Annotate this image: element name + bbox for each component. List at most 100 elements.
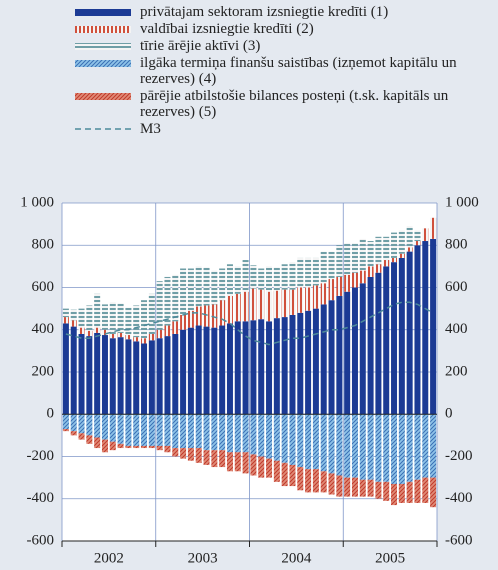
bar-segment [78,433,85,440]
bar-segment [430,414,437,478]
bar-segment [250,288,257,321]
y-tick-label: -600 [27,532,55,548]
bar-segment [406,414,413,482]
bar-segment [133,414,140,446]
bar-segment [211,414,218,451]
legend-label: M3 [140,121,161,137]
bar-segment [164,336,171,415]
bar-segment [172,274,179,322]
y2-tick-label: -600 [445,532,473,548]
bar-segment [148,445,155,449]
bar-segment [211,450,218,468]
bar-segment [203,450,210,465]
bar-segment [133,337,140,342]
bar-segment [383,414,390,482]
bar-segment [258,289,265,320]
bar-segment [101,335,108,415]
bar-segment [86,435,93,444]
bar-segment [305,310,312,415]
bar-segment [109,338,116,415]
bar-segment [375,264,382,273]
legend-label: pārējie atbilstošie bilances posteņi (t.… [140,88,449,120]
legend-item: pārējie atbilstošie bilances posteņi (t.… [75,88,485,120]
y2-tick-label: 800 [445,237,468,253]
bar-segment [258,456,265,478]
x-group-label: 2004 [281,550,312,566]
bar-segment [62,414,69,430]
bar-segment [242,414,249,453]
bar-segment [383,266,390,415]
bar-segment [320,471,327,493]
bar-segment [219,325,226,415]
bar-segment [266,291,273,322]
bar-segment [383,236,390,261]
bar-segment [328,300,335,415]
legend-rect [75,9,131,16]
bar-segment [180,329,187,415]
bar-segment [359,270,366,284]
legend-item: ilgāka termiņa finanšu saistības (izņemo… [75,55,485,87]
y-tick-label: 1 000 [20,194,54,210]
bar-segment [328,279,335,301]
bar-segment [211,270,218,305]
bar-segment [203,414,210,451]
bar-segment [125,335,132,340]
bar-segment [226,414,233,453]
y-tick-label: 600 [32,279,55,295]
bar-segment [406,481,413,503]
bar-segment [289,464,296,487]
legend-item: M3 [75,121,485,137]
bar-segment [367,276,374,415]
bar-segment [187,268,194,311]
bar-segment [101,329,108,336]
y2-tick-label: 0 [445,406,453,422]
bar-segment [125,445,132,449]
bar-segment [234,266,241,294]
bar-segment [211,327,218,415]
bar-segment [125,339,132,415]
bar-segment [305,287,312,311]
bar-segment [367,414,374,480]
bar-segment [156,281,163,330]
bar-segment [406,251,413,415]
bar-segment [367,266,374,277]
bar-segment [312,469,319,493]
bar-segment [109,302,116,334]
bar-segment [141,445,148,449]
x-group-label: 2003 [188,550,218,566]
y-tick-label: 0 [47,406,55,422]
legend-swatch [75,9,131,16]
bar-segment [398,230,405,254]
bar-segment [180,268,187,315]
bar-segment [320,251,327,284]
bar-segment [398,483,405,503]
bar-segment [195,306,202,326]
y-tick-label: 800 [32,237,55,253]
bar-segment [117,332,124,338]
bar-segment [234,452,241,472]
bar-segment [398,414,405,484]
y2-tick-label: 200 [445,363,468,379]
bar-segment [94,414,101,438]
legend-label: tīrie ārējie aktīvi (3) [140,38,261,54]
bar-segment [226,323,233,415]
legend-swatch [75,93,131,100]
bar-segment [180,448,187,459]
bar-segment [250,320,257,415]
legend-item: valdībai izsniegtie kredīti (2) [75,21,485,37]
bar-segment [391,257,398,263]
bar-segment [180,414,187,449]
bar-segment [101,414,108,440]
legend-swatch [75,43,131,50]
bar-segment [94,327,101,333]
bar-segment [336,245,343,277]
bar-segment [226,264,233,296]
bar-segment [375,414,382,482]
bar-segment [219,268,226,301]
bar-segment [422,228,429,242]
bar-segment [70,431,77,436]
bar-segment [297,467,304,491]
bar-segment [172,333,179,415]
bar-segment [219,450,226,468]
bar-segment [312,285,319,309]
